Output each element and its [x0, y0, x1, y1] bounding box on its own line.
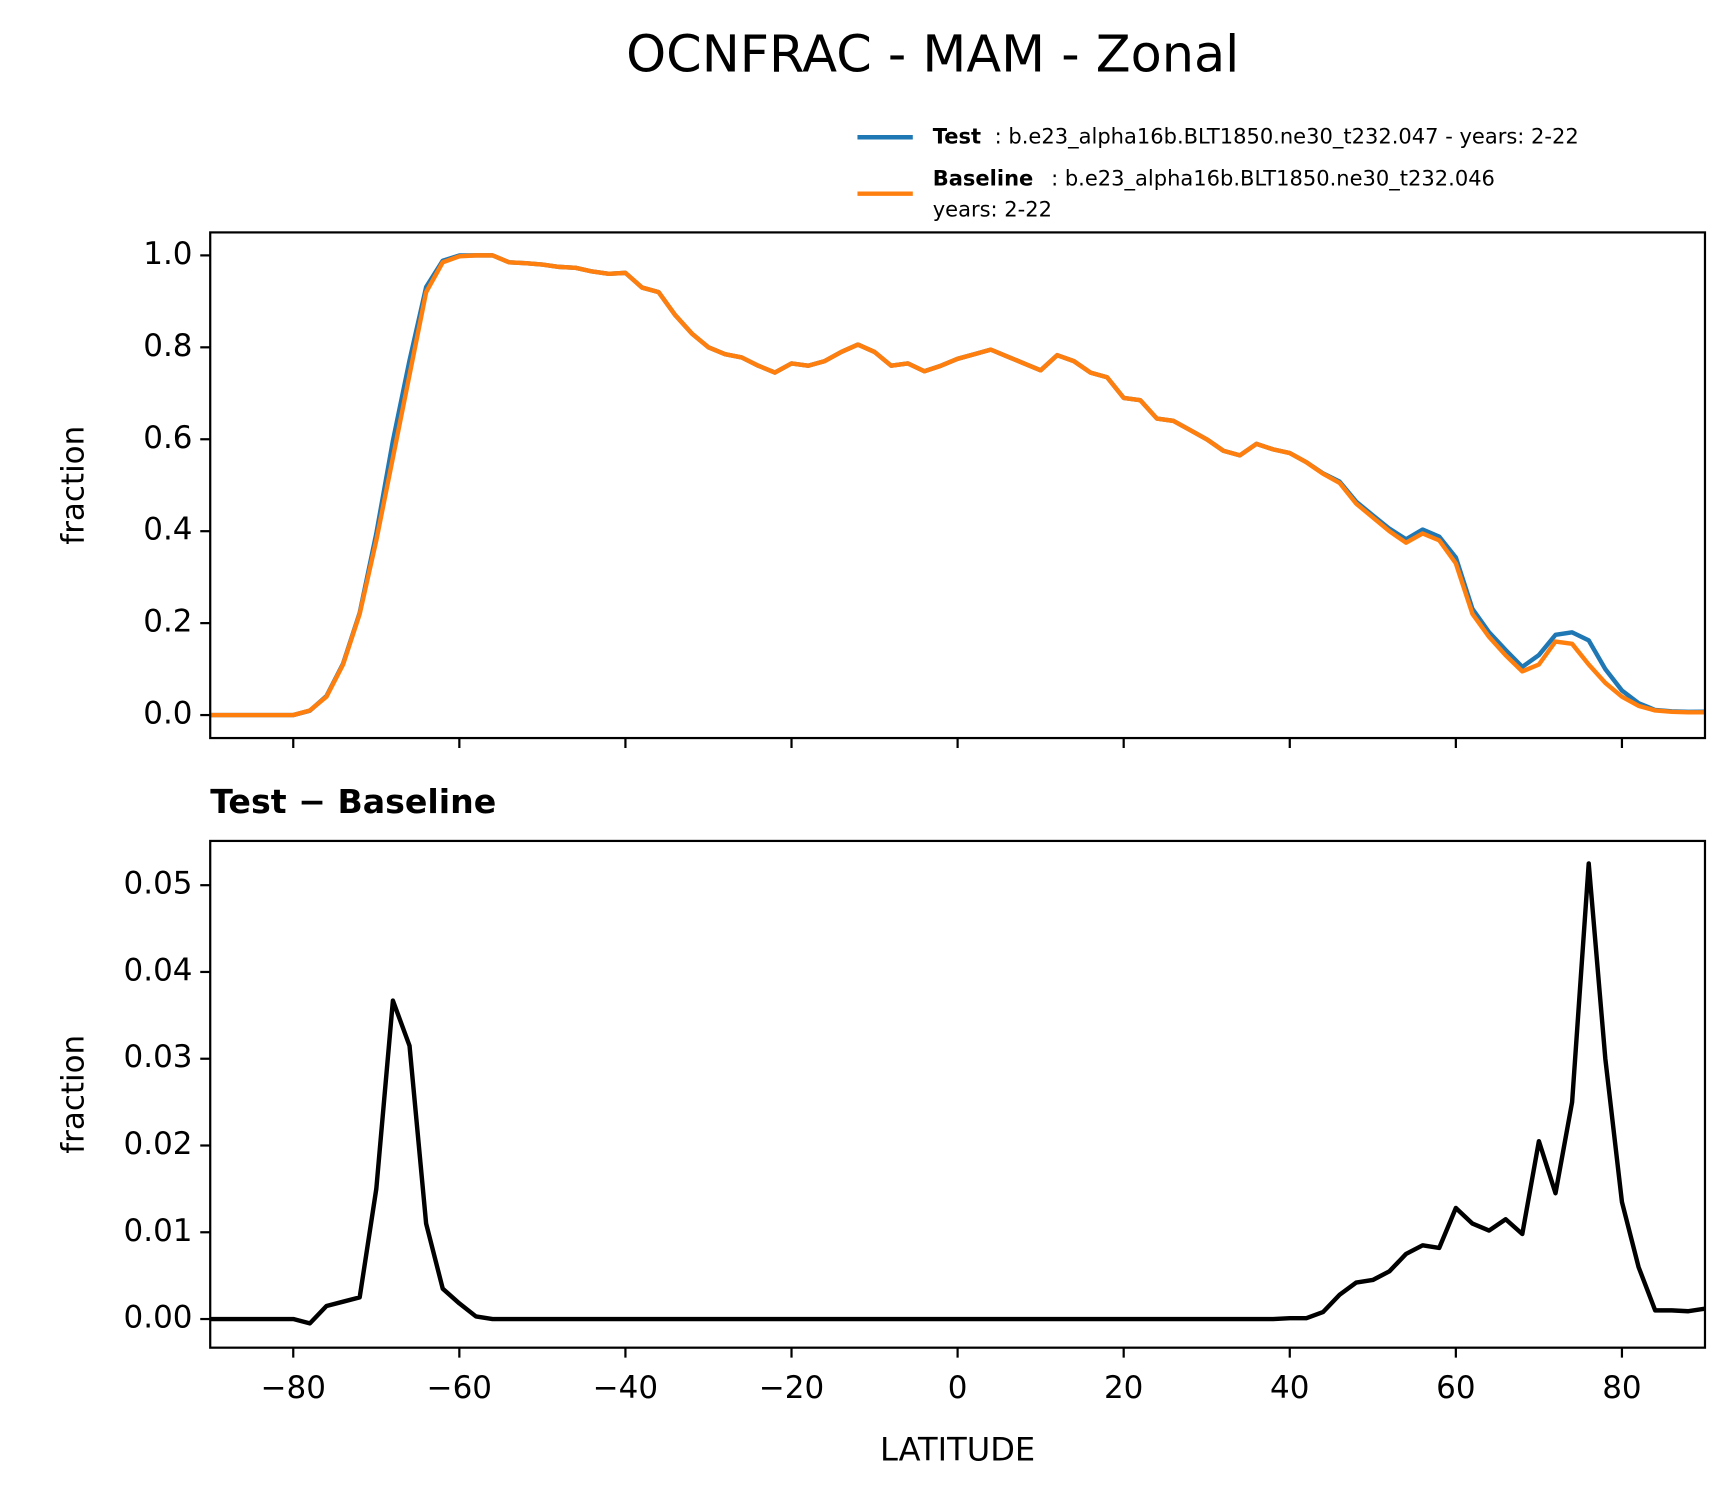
data-line	[210, 253, 1705, 718]
y-axis-label: fraction	[56, 426, 92, 545]
plot-area	[210, 253, 1705, 718]
y-tick-label: 0.2	[143, 604, 192, 640]
data-line	[210, 861, 1705, 1326]
y-tick-label: 0.0	[143, 696, 192, 732]
x-tick-label: −40	[593, 1370, 658, 1406]
figure-title: OCNFRAC - MAM - Zonal	[626, 26, 1239, 85]
y-tick-label: 0.8	[143, 328, 192, 364]
x-tick-label: 20	[1104, 1370, 1143, 1406]
plot-area	[210, 861, 1705, 1326]
axes-frame	[209, 231, 1707, 740]
x-tick-label: 0	[948, 1370, 968, 1406]
legend-text: : b.e23_alpha16b.BLT1850.ne30_t232.047 -…	[995, 123, 1579, 148]
x-tick-label: −80	[261, 1370, 326, 1406]
y-tick-label: 1.0	[143, 236, 192, 272]
x-axis-label: LATITUDE	[880, 1431, 1035, 1469]
y-tick-label: 0.4	[143, 512, 192, 548]
x-tick-label: 40	[1270, 1370, 1309, 1406]
y-tick-label: 0.00	[124, 1300, 193, 1336]
x-tick-label: 60	[1436, 1370, 1475, 1406]
y-tick-label: 0.02	[124, 1126, 193, 1162]
x-tick-label: 80	[1602, 1370, 1641, 1406]
x-tick-label: −60	[427, 1370, 492, 1406]
y-tick-label: 0.04	[124, 952, 193, 988]
x-tick-label: −20	[759, 1370, 824, 1406]
y-tick-label: 0.05	[124, 866, 193, 902]
axes-frame	[209, 839, 1707, 1349]
y-tick-label: 0.03	[124, 1039, 193, 1075]
y-tick-label: 0.01	[124, 1213, 193, 1249]
y-tick-label: 0.6	[143, 420, 192, 456]
y-axis-label: fraction	[56, 1035, 92, 1154]
axes-title: Test − Baseline	[210, 782, 496, 821]
legend-text: years: 2-22	[933, 196, 1052, 221]
legend-text: : b.e23_alpha16b.BLT1850.ne30_t232.046	[1051, 165, 1495, 190]
legend-name: Baseline	[933, 165, 1034, 190]
legend-name: Test	[933, 123, 981, 148]
